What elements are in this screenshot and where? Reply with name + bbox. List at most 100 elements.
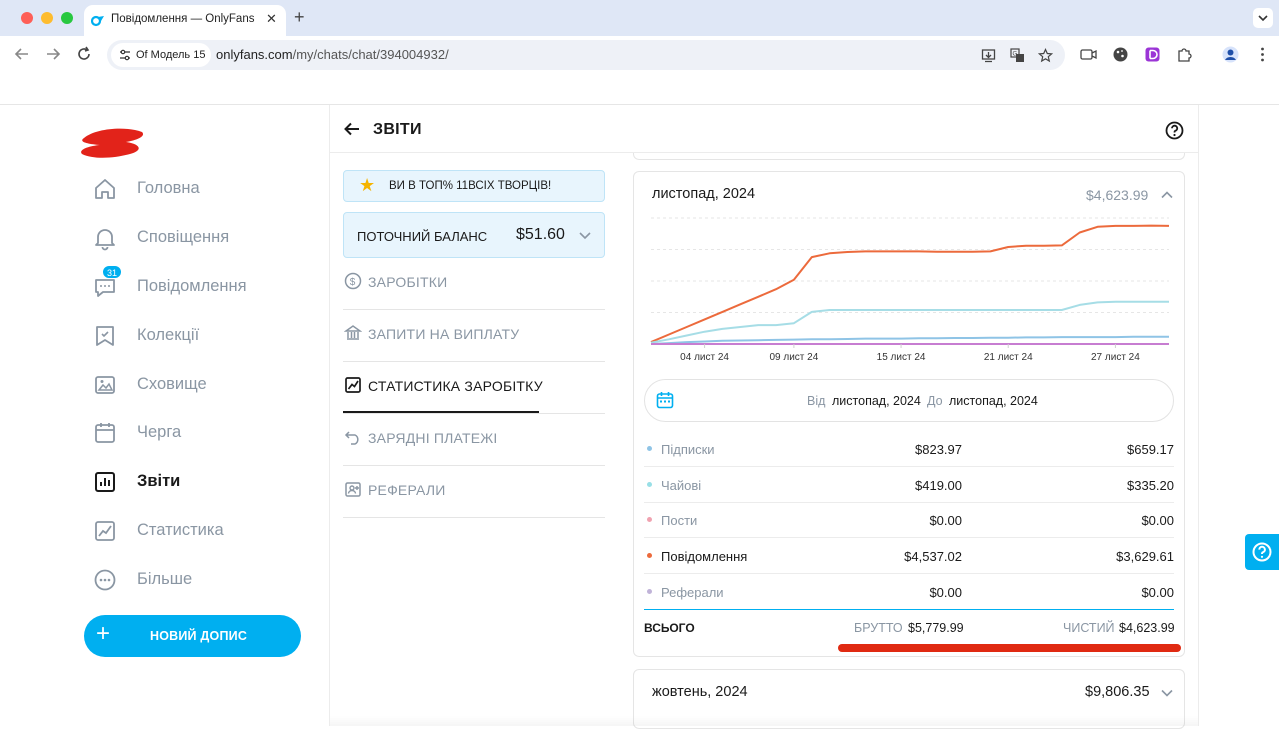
gross-label: БРУТТО (854, 621, 903, 635)
star-icon: ★ (359, 175, 376, 195)
browser-menu-icon[interactable] (1254, 46, 1271, 63)
profile-avatar-icon[interactable] (1222, 46, 1239, 63)
statements-icon (95, 472, 115, 492)
sidebar-item-label: Сповіщення (137, 228, 230, 246)
chevron-down-icon (1258, 15, 1268, 22)
range-to-label: До (927, 394, 943, 408)
month-report-card: листопад, 2024 $4,623.99 04 лист 24 09 ли… (633, 171, 1185, 657)
extensions-puzzle-icon[interactable] (1176, 46, 1193, 63)
range-to-value: листопад, 2024 (949, 394, 1038, 408)
address-bar[interactable]: Of Модель 15 onlyfans.com/my/chats/chat/… (107, 40, 1065, 70)
chevron-down-icon (1161, 689, 1173, 697)
unread-badge: 31 (102, 265, 123, 279)
translate-icon[interactable]: G (1010, 48, 1025, 63)
report-total: $4,623.99 (1086, 187, 1149, 203)
legend-dot (647, 446, 652, 451)
camera-icon[interactable] (1080, 46, 1097, 63)
content-right-border (1198, 105, 1199, 726)
page-top-border (0, 104, 1279, 105)
sidebar-item-home[interactable]: Головна (88, 173, 318, 205)
profile-chip[interactable]: Of Модель 15 (111, 43, 211, 67)
tab-search-button[interactable] (1253, 8, 1273, 28)
window-minimize-button[interactable] (41, 12, 53, 24)
dollar-circle-icon: $ (344, 272, 362, 290)
sidebar-item-notifications[interactable]: Сповіщення (88, 222, 318, 254)
svg-text:$: $ (350, 277, 356, 288)
legend-dot (647, 517, 652, 522)
current-balance-card[interactable]: ПОТОЧНИЙ БАЛАНС $51.60 (343, 212, 605, 258)
home-icon (95, 179, 115, 199)
gross-value: $4,537.02 (904, 549, 962, 564)
menu-earnings[interactable]: $ ЗАРОБІТКИ (343, 258, 605, 310)
plus-icon: + (96, 620, 111, 647)
window-zoom-button[interactable] (61, 12, 73, 24)
sidebar-item-statistics[interactable]: Статистика (88, 515, 318, 547)
sidebar-item-label: Повідомлення (137, 277, 247, 295)
series-line-0 (650, 224, 1170, 344)
help-icon (1252, 542, 1272, 562)
page-title: ЗВІТИ (373, 121, 422, 138)
browser-tab[interactable]: Повідомлення — OnlyFans ✕ (84, 5, 286, 36)
menu-chargebacks[interactable]: ЗАРЯДНІ ПЛАТЕЖІ (343, 414, 605, 466)
balance-value: $51.60 (516, 226, 565, 243)
sidebar-item-collections[interactable]: Колекції (88, 320, 318, 352)
sidebar-item-queue[interactable]: Черга (88, 417, 318, 449)
vault-icon (95, 376, 115, 394)
menu-earning-statistics[interactable]: СТАТИСТИКА ЗАРОБІТКУ (343, 362, 605, 414)
table-row: Чайові $419.00 $335.20 (644, 467, 1174, 503)
earnings-chart: 04 лист 24 09 лист 24 15 лист 24 21 лист 24… (650, 217, 1170, 363)
active-menu-indicator (343, 411, 539, 413)
series-line-1 (650, 300, 1169, 344)
range-from-label: Від (807, 394, 826, 408)
category-name: Підписки (661, 442, 715, 457)
forward-icon[interactable] (44, 45, 62, 63)
menu-payout-requests[interactable]: ЗАПИТИ НА ВИПЛАТУ (343, 310, 605, 362)
table-row: Повідомлення $4,537.02 $3,629.61 (644, 538, 1174, 574)
category-name: Реферали (661, 585, 724, 600)
more-icon (94, 569, 116, 591)
install-app-icon[interactable] (981, 48, 996, 63)
sidebar-item-statements[interactable]: Звіти (88, 466, 318, 498)
net-value: $659.17 (1127, 442, 1174, 457)
bottom-fade (330, 716, 1198, 726)
sidebar-item-label: Сховище (137, 375, 207, 393)
help-icon[interactable] (1165, 121, 1184, 140)
profile-chip-label: Of Модель 15 (136, 49, 206, 61)
table-row: Пости $0.00 $0.00 (644, 502, 1174, 538)
net-value: $335.20 (1127, 478, 1174, 493)
sidebar-item-messages[interactable]: 31 Повідомлення (88, 265, 318, 303)
undo-icon (344, 431, 359, 445)
sidebar-item-vault[interactable]: Сховище (88, 369, 318, 401)
x-tick-label: 04 лист 24 (680, 352, 729, 363)
sidebar-item-more[interactable]: Більше (88, 564, 318, 596)
bookmark-star-icon[interactable] (1038, 48, 1053, 63)
x-tick-label: 27 лист 24 (1091, 352, 1140, 363)
tab-close-icon[interactable]: ✕ (266, 11, 277, 26)
menu-label: ЗАРЯДНІ ПЛАТЕЖІ (368, 430, 498, 446)
bank-icon (344, 325, 362, 340)
new-post-button[interactable]: + НОВИЙ ДОПИС (84, 615, 301, 657)
chevron-up-icon[interactable] (1161, 189, 1173, 201)
chart-line-icon (345, 377, 361, 393)
date-range-picker[interactable]: Від листопад, 2024 До листопад, 2024 (644, 379, 1174, 422)
browser-tab-bar: Повідомлення — OnlyFans ✕ + (0, 0, 1279, 36)
back-arrow-icon[interactable] (343, 120, 361, 138)
cookie-extension-icon[interactable] (1112, 46, 1129, 63)
back-icon[interactable] (13, 45, 31, 63)
browser-toolbar: Of Модель 15 onlyfans.com/my/chats/chat/… (0, 36, 1279, 74)
menu-label: ЗАРОБІТКИ (368, 274, 448, 290)
site-settings-icon (120, 49, 130, 61)
menu-referrals[interactable]: РЕФЕРАЛИ (343, 466, 605, 518)
reload-icon[interactable] (75, 45, 93, 63)
url-path: /my/chats/chat/394004932/ (292, 47, 449, 62)
redacted-logo-scribble (81, 128, 144, 158)
floating-help-button[interactable] (1245, 534, 1279, 570)
sidebar-item-label: Колекції (137, 326, 200, 344)
extension-purple-icon[interactable] (1144, 46, 1161, 63)
total-label: ВСЬОГО (644, 621, 695, 635)
report-month: жовтень, 2024 (652, 684, 748, 700)
new-tab-icon[interactable]: + (294, 7, 305, 27)
legend-dot (647, 589, 652, 594)
window-close-button[interactable] (21, 12, 33, 24)
sidebar-item-label: Звіти (137, 472, 181, 490)
